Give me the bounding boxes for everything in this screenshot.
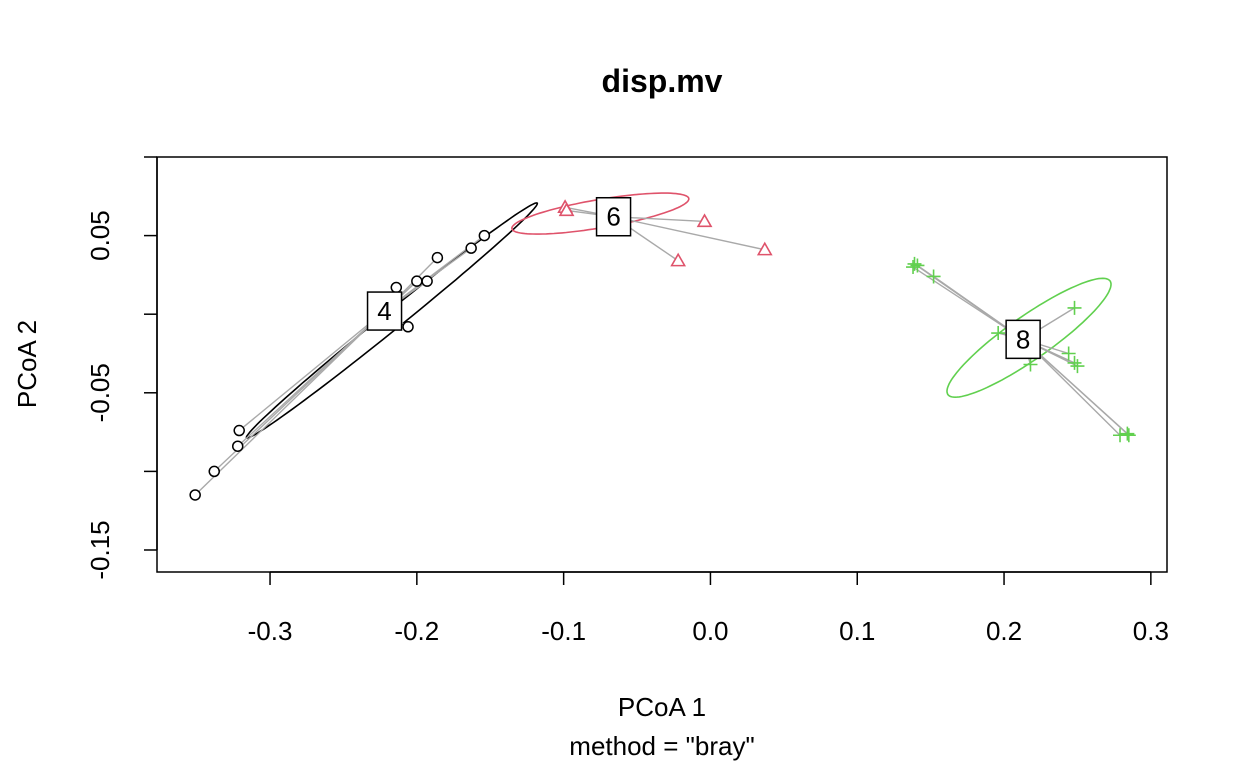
group-4-point bbox=[189, 489, 201, 501]
method-sublabel: method = "bray" bbox=[569, 731, 754, 761]
group-4-centroid-box bbox=[366, 291, 403, 331]
group-8-point bbox=[907, 256, 922, 271]
point-layer bbox=[189, 199, 1136, 501]
group-4-point bbox=[233, 424, 245, 437]
group-6-spoke bbox=[613, 216, 765, 251]
group-4-point bbox=[478, 229, 491, 242]
group-4-point bbox=[421, 275, 433, 287]
y-axis: -0.15 -0.05 0.05 bbox=[85, 156, 158, 580]
spoke-layer bbox=[194, 206, 1130, 496]
group-6-point bbox=[670, 252, 687, 267]
group-8-point bbox=[1120, 426, 1135, 441]
group-8-point bbox=[910, 258, 925, 273]
x-tick-label: 0.2 bbox=[986, 616, 1022, 646]
group-8-point bbox=[1067, 355, 1082, 370]
group-4-point bbox=[208, 465, 221, 478]
group-4-point bbox=[231, 440, 244, 452]
group-6-centroid-label: 6 bbox=[606, 202, 620, 232]
group-8-point bbox=[1067, 300, 1082, 315]
group-4-point bbox=[402, 321, 414, 333]
x-tick-label: -0.3 bbox=[248, 616, 293, 646]
group-6-point bbox=[696, 213, 713, 228]
group-4-spoke bbox=[238, 310, 385, 432]
group-8-ellipse bbox=[946, 277, 1112, 399]
x-tick-label: 0.0 bbox=[692, 616, 728, 646]
chart-title: disp.mv bbox=[602, 63, 723, 99]
group-8-point bbox=[1070, 359, 1085, 374]
y-axis-label: PCoA 2 bbox=[12, 320, 42, 408]
y-tick-label: -0.05 bbox=[85, 363, 115, 422]
x-tick-label: 0.3 bbox=[1133, 616, 1169, 646]
group-8-centroid-box bbox=[1005, 319, 1041, 360]
plot-area: 4 6 8 bbox=[189, 192, 1136, 501]
group-4-centroid-label: 4 bbox=[377, 296, 391, 326]
y-tick-label: -0.15 bbox=[85, 520, 115, 579]
group-8-point bbox=[1061, 346, 1076, 361]
group-8-point bbox=[991, 326, 1006, 341]
group-8-point bbox=[926, 269, 941, 284]
group-4-spoke bbox=[194, 310, 386, 496]
x-tick-label: -0.2 bbox=[394, 616, 439, 646]
group-6-point bbox=[756, 241, 773, 256]
x-axis: -0.3 -0.2 -0.1 0.0 0.1 0.2 0.3 bbox=[248, 571, 1169, 646]
group-4-point bbox=[411, 275, 423, 287]
group-4-point bbox=[390, 281, 403, 294]
y-tick-label: 0.05 bbox=[85, 210, 115, 261]
group-4-point bbox=[465, 242, 477, 254]
group-4-point bbox=[431, 251, 444, 264]
group-8-point bbox=[1121, 428, 1136, 443]
x-tick-label: 0.1 bbox=[839, 616, 875, 646]
group-8-point bbox=[1023, 357, 1038, 372]
x-axis-label: PCoA 1 bbox=[618, 692, 706, 722]
group-6-point bbox=[558, 202, 575, 217]
group-8-centroid-label: 8 bbox=[1016, 324, 1030, 354]
centroid-layer: 4 6 8 bbox=[366, 196, 1041, 360]
group-6-centroid-box bbox=[595, 196, 632, 237]
x-tick-label: -0.1 bbox=[541, 616, 586, 646]
